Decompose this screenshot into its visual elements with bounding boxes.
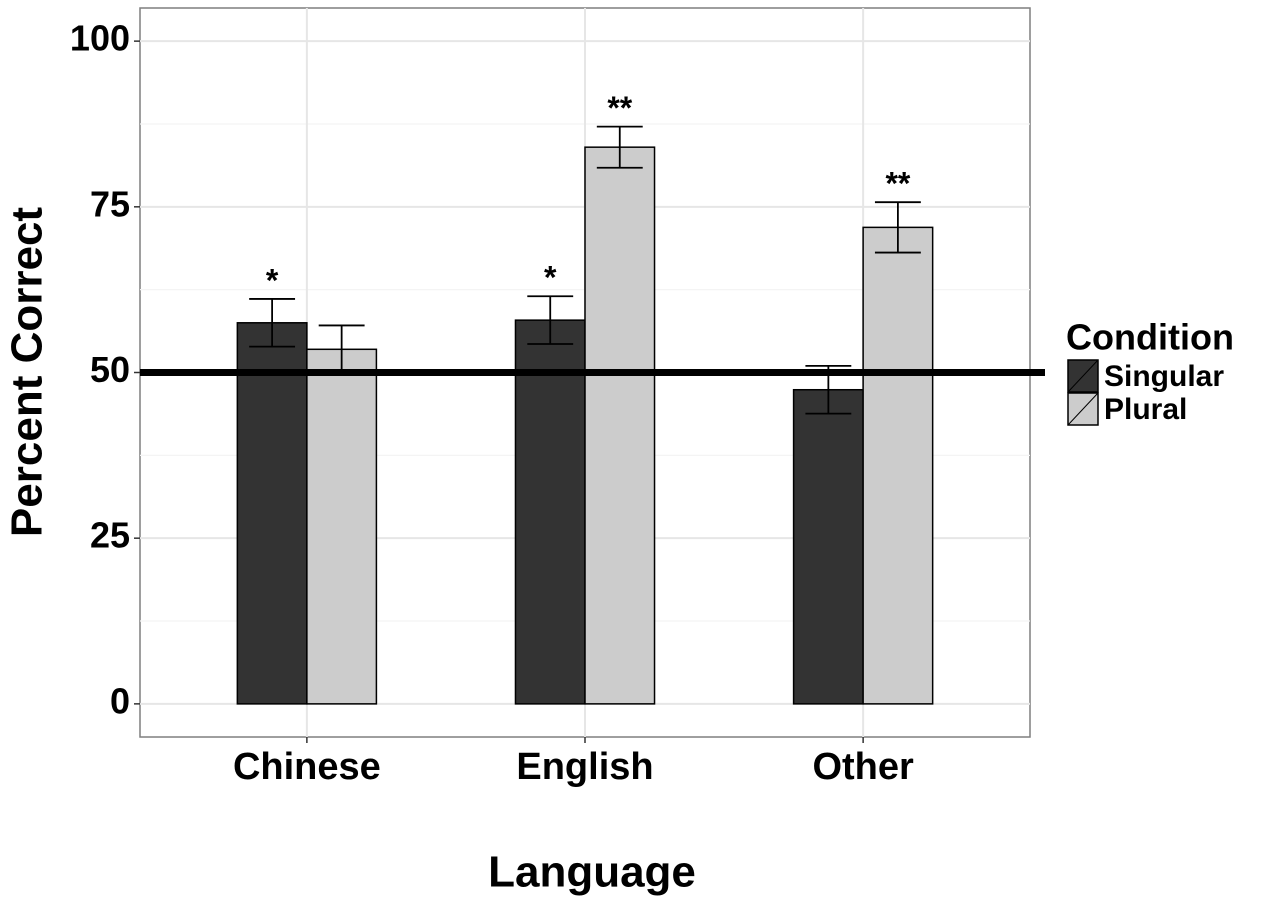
bar — [514, 319, 586, 705]
bar — [236, 322, 308, 705]
bar — [862, 226, 934, 705]
legend-label: Plural — [1104, 393, 1187, 426]
y-tick-label: 75 — [90, 183, 130, 224]
y-tick-label: 25 — [90, 515, 130, 556]
significance-label: ** — [607, 90, 632, 126]
legend-title: Condition — [1066, 317, 1234, 358]
x-tick-label: Other — [812, 746, 914, 788]
significance-label: ** — [885, 166, 910, 202]
bar — [584, 146, 656, 705]
y-tick-label: 0 — [110, 680, 130, 721]
x-tick-label: Chinese — [233, 746, 381, 788]
legend-key-slash — [1067, 392, 1099, 426]
significance-label: * — [544, 260, 557, 296]
significance-label: * — [266, 262, 279, 298]
x-axis-title: Language — [488, 848, 696, 897]
y-tick-label: 50 — [90, 349, 130, 390]
legend-label: Singular — [1104, 360, 1224, 393]
legend-key-slash — [1067, 359, 1099, 393]
bar — [306, 348, 378, 705]
y-axis-title: Percent Correct — [3, 207, 52, 537]
y-tick-label: 100 — [70, 18, 130, 59]
x-tick-label: English — [516, 746, 653, 788]
bar — [792, 388, 864, 705]
